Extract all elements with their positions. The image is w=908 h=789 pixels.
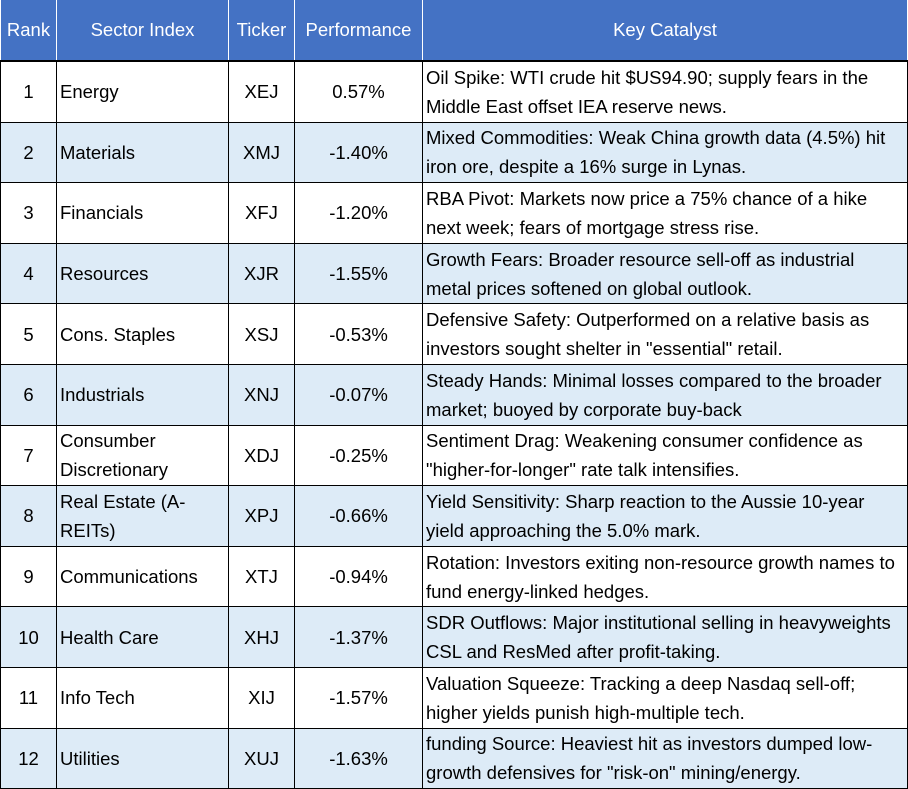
sector-cell: Cons. Staples — [56, 303, 229, 365]
sector-cell: Resources — [56, 242, 229, 305]
table-row: 9 Communications XTJ -0.94% Rotation: Invest… — [0, 545, 908, 608]
rank-cell: 12 — [0, 727, 57, 789]
catalyst-cell: Oil Spike: WTI crude hit $US94.90; suppl… — [422, 59, 908, 123]
rank-cell: 9 — [0, 545, 57, 608]
ticker-cell: XTJ — [228, 545, 295, 608]
rank-cell: 4 — [0, 242, 57, 305]
rank-cell: 5 — [0, 303, 57, 365]
sector-cell: Energy — [56, 59, 229, 123]
ticker-cell: XHJ — [228, 606, 295, 668]
ticker-cell: XFJ — [228, 182, 295, 244]
catalyst-cell: Growth Fears: Broader resource sell-off … — [422, 242, 908, 305]
table-row: 7 Consumber Discretionary XDJ -0.25% Sentime… — [0, 424, 908, 487]
table-row: 5 Cons. Staples XSJ -0.53% Defensive Safety:… — [0, 303, 908, 365]
rank-cell: 8 — [0, 485, 57, 547]
ticker-cell: XSJ — [228, 303, 295, 365]
table-row: 12 Utilities XUJ -1.63% funding Source: Heav… — [0, 727, 908, 789]
ticker-cell: XNJ — [228, 363, 295, 426]
performance-cell: -0.07% — [294, 363, 423, 426]
sector-cell: Info Tech — [56, 666, 229, 729]
ticker-cell: XIJ — [228, 666, 295, 729]
sector-cell: Materials — [56, 121, 229, 184]
sector-cell: Health Care — [56, 606, 229, 668]
catalyst-cell: funding Source: Heaviest hit as investor… — [422, 727, 908, 789]
performance-cell: -1.40% — [294, 121, 423, 184]
sector-cell: Communications — [56, 545, 229, 608]
sector-cell: Consumber Discretionary — [56, 424, 229, 487]
rank-cell: 10 — [0, 606, 57, 668]
sector-cell: Real Estate (A-REITs) — [56, 485, 229, 547]
header-rank: Rank — [0, 0, 57, 61]
table-row: 6 Industrials XNJ -0.07% Steady Hands: Minim… — [0, 363, 908, 426]
table-row: 2 Materials XMJ -1.40% Mixed Commodities: We… — [0, 121, 908, 184]
ticker-cell: XPJ — [228, 485, 295, 547]
table-body: 1 Energy XEJ 0.57% Oil Spike: WTI crude hit … — [0, 59, 908, 789]
catalyst-cell: SDR Outflows: Major institutional sellin… — [422, 606, 908, 668]
performance-cell: -1.37% — [294, 606, 423, 668]
table-row: 11 Info Tech XIJ -1.57% Valuation Squeeze: T… — [0, 666, 908, 729]
performance-cell: -1.20% — [294, 182, 423, 244]
performance-cell: 0.57% — [294, 59, 423, 123]
rank-cell: 1 — [0, 59, 57, 123]
ticker-cell: XUJ — [228, 727, 295, 789]
table-row: 3 Financials XFJ -1.20% RBA Pivot: Markets n… — [0, 182, 908, 244]
ticker-cell: XDJ — [228, 424, 295, 487]
rank-cell: 6 — [0, 363, 57, 426]
performance-cell: -0.66% — [294, 485, 423, 547]
rank-cell: 11 — [0, 666, 57, 729]
catalyst-cell: RBA Pivot: Markets now price a 75% chanc… — [422, 182, 908, 244]
table-row: 10 Health Care XHJ -1.37% SDR Outflows: Majo… — [0, 606, 908, 668]
performance-cell: -1.57% — [294, 666, 423, 729]
catalyst-cell: Valuation Squeeze: Tracking a deep Nasda… — [422, 666, 908, 729]
catalyst-cell: Steady Hands: Minimal losses compared to… — [422, 363, 908, 426]
catalyst-cell: Mixed Commodities: Weak China growth dat… — [422, 121, 908, 184]
sector-cell: Financials — [56, 182, 229, 244]
rank-cell: 7 — [0, 424, 57, 487]
header-ticker: Ticker — [228, 0, 295, 61]
performance-cell: -1.63% — [294, 727, 423, 789]
catalyst-cell: Sentiment Drag: Weakening consumer confi… — [422, 424, 908, 487]
catalyst-cell: Yield Sensitivity: Sharp reaction to the… — [422, 485, 908, 547]
catalyst-cell: Defensive Safety: Outperformed on a rela… — [422, 303, 908, 365]
table-row: 1 Energy XEJ 0.57% Oil Spike: WTI crude hit … — [0, 59, 908, 123]
ticker-cell: XEJ — [228, 59, 295, 123]
header-performance: Performance — [294, 0, 423, 61]
sector-cell: Industrials — [56, 363, 229, 426]
table-row: 4 Resources XJR -1.55% Growth Fears: Broader… — [0, 242, 908, 305]
ticker-cell: XMJ — [228, 121, 295, 184]
sector-cell: Utilities — [56, 727, 229, 789]
rank-cell: 3 — [0, 182, 57, 244]
header-sector-index: Sector Index — [56, 0, 229, 61]
rank-cell: 2 — [0, 121, 57, 184]
catalyst-cell: Rotation: Investors exiting non-resource… — [422, 545, 908, 608]
table-row: 8 Real Estate (A-REITs) XPJ -0.66% Yield Sen… — [0, 485, 908, 547]
performance-cell: -1.55% — [294, 242, 423, 305]
header-row: Rank Sector Index Ticker Performance Key… — [0, 0, 908, 61]
header-key-catalyst: Key Catalyst — [422, 0, 908, 61]
performance-cell: -0.25% — [294, 424, 423, 487]
performance-cell: -0.53% — [294, 303, 423, 365]
performance-cell: -0.94% — [294, 545, 423, 608]
ticker-cell: XJR — [228, 242, 295, 305]
